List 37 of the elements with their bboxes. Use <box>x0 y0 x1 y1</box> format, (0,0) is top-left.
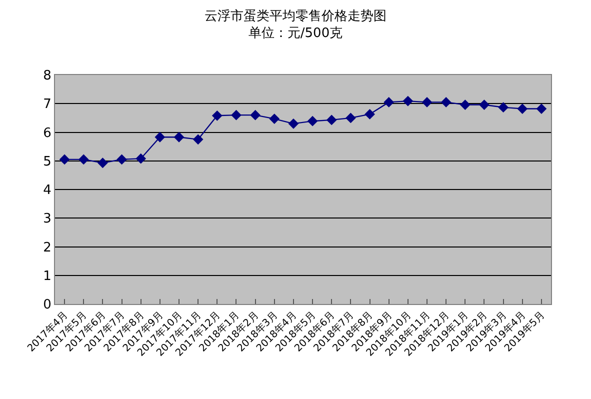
point <box>59 154 70 165</box>
point <box>174 132 184 142</box>
point <box>402 96 414 106</box>
point <box>498 102 509 113</box>
point <box>116 154 127 165</box>
point <box>288 118 299 129</box>
y-tick-label: 0 <box>43 298 52 313</box>
y-tick-label: 6 <box>43 126 52 141</box>
point <box>440 96 452 108</box>
y-tick-label: 8 <box>43 68 52 84</box>
y-tick-label: 1 <box>43 268 52 284</box>
point <box>136 153 146 164</box>
y-tick-label: 7 <box>43 97 52 112</box>
point <box>212 110 222 121</box>
point <box>269 114 280 124</box>
point <box>154 132 166 142</box>
y-tick-label: 5 <box>43 154 52 170</box>
point <box>422 96 432 108</box>
point <box>536 104 547 114</box>
point <box>384 96 394 108</box>
point <box>517 104 528 114</box>
y-tick-label: 3 <box>43 212 52 227</box>
y-tick-label: 2 <box>43 240 52 256</box>
point <box>231 110 242 120</box>
point <box>460 100 470 110</box>
point <box>250 110 261 120</box>
point <box>78 154 89 165</box>
point <box>307 116 318 126</box>
chart-subtitle: 单位：元/500克 <box>248 26 343 41</box>
chart-title: 云浮市蛋类平均零售价格走势图 <box>204 8 386 24</box>
point <box>479 100 490 110</box>
point <box>192 134 204 145</box>
y-tick-label: 4 <box>43 183 52 198</box>
point <box>326 114 337 126</box>
point <box>345 112 356 124</box>
point <box>364 109 375 120</box>
point <box>97 158 108 168</box>
